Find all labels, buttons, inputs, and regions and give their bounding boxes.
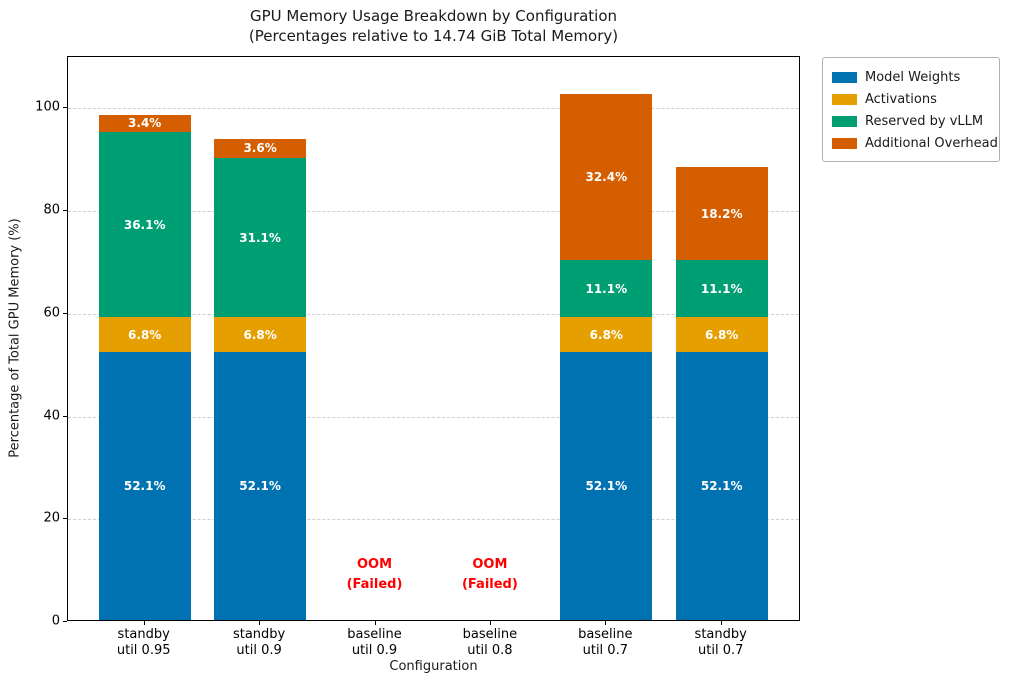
grid-line — [68, 416, 799, 418]
y-tick-label: 80 — [43, 202, 60, 218]
bar-segment: 6.8% — [675, 317, 768, 353]
x-tick-label-line: baseline — [347, 627, 402, 642]
x-tick-label: baseline util 0.7 — [545, 627, 665, 659]
x-tick-mark — [489, 621, 491, 625]
y-tick-label: 60 — [43, 305, 60, 321]
legend: Model Weights Activations Reserved by vLLM… — [822, 57, 1000, 162]
y-tick-mark — [63, 518, 67, 520]
bar-segment: 6.8% — [560, 317, 653, 353]
legend-swatch — [832, 71, 857, 83]
bar-segment-label: 11.1% — [700, 281, 743, 296]
x-tick-label-line: util 0.7 — [582, 643, 628, 658]
legend-label: Additional Overhead — [865, 135, 998, 151]
chart-subtitle: (Percentages relative to 14.74 GiB Total… — [248, 27, 619, 45]
bar-segment-label: 3.4% — [128, 116, 162, 131]
bar-segment: 6.8% — [98, 317, 191, 353]
bar-segment: 52.1% — [98, 352, 191, 620]
y-tick-mark — [63, 107, 67, 109]
legend-item: Model Weights — [832, 66, 990, 88]
x-tick-mark — [374, 621, 376, 625]
x-tick-label-line: standby — [694, 627, 747, 642]
x-tick-label: baseline util 0.9 — [315, 627, 435, 659]
bar-segment-label: 3.6% — [243, 141, 277, 156]
legend-swatch — [832, 93, 857, 105]
x-tick-label-line: util 0.7 — [698, 643, 744, 658]
grid-line — [68, 313, 799, 315]
legend-swatch — [832, 137, 857, 149]
oom-annotation-line: OOM — [356, 556, 393, 572]
x-tick-label: standby util 0.95 — [84, 627, 204, 659]
x-axis-label: Configuration — [389, 659, 478, 674]
bar-segment-label: 52.1% — [585, 479, 628, 494]
bar-segment-label: 6.8% — [589, 327, 623, 342]
x-tick-label-line: standby — [232, 627, 286, 642]
oom-annotation-line: OOM — [472, 556, 508, 572]
grid-line — [68, 211, 799, 213]
bar-segment: 32.4% — [560, 94, 653, 261]
x-tick-mark — [720, 621, 722, 625]
bar-segment: 3.6% — [214, 139, 307, 158]
oom-annotation-line: (Failed) — [346, 576, 403, 592]
oom-annotation: OOM (Failed) — [420, 555, 560, 595]
bar-segment: 11.1% — [675, 260, 768, 318]
chart-title: GPU Memory Usage Breakdown by Configurat… — [249, 7, 618, 25]
bar-segment: 52.1% — [675, 352, 768, 620]
y-tick-label: 0 — [51, 613, 60, 629]
bar-segment-label: 32.4% — [585, 170, 628, 185]
bar-segment-label: 52.1% — [700, 479, 743, 494]
bar-segment-label: 6.8% — [243, 327, 277, 342]
plot-area: 52.1% 6.8% 36.1% 3.4% 52.1% 6.8% 31.1% 3.6% 52.1… — [67, 56, 800, 621]
bar-segment: 52.1% — [560, 352, 653, 620]
bar-segment: 11.1% — [560, 260, 653, 318]
bar-segment-label: 52.1% — [123, 479, 166, 494]
x-tick-label-line: util 0.95 — [116, 643, 171, 658]
x-tick-label-line: baseline — [578, 627, 633, 642]
y-tick-mark — [63, 621, 67, 622]
bar-segment-label: 6.8% — [705, 327, 739, 342]
y-tick-mark — [63, 312, 67, 314]
x-tick-mark — [259, 621, 261, 625]
legend-swatch — [832, 115, 857, 127]
bar-segment-label: 36.1% — [123, 217, 166, 232]
y-tick-mark — [63, 210, 67, 212]
x-tick-label-line: util 0.8 — [467, 643, 513, 658]
x-tick-label-line: util 0.9 — [351, 643, 398, 658]
x-tick-label-line: baseline — [462, 627, 518, 642]
x-tick-label-line: standby — [117, 627, 170, 642]
legend-label: Activations — [865, 91, 937, 107]
x-tick-label-line: util 0.9 — [236, 643, 282, 658]
bar-segment: 31.1% — [214, 157, 307, 318]
x-tick-mark — [605, 621, 607, 625]
bar-segment: 36.1% — [98, 132, 191, 318]
x-tick-label: standby util 0.9 — [199, 627, 319, 659]
oom-annotation: OOM (Failed) — [305, 555, 445, 595]
oom-annotation-line: (Failed) — [461, 576, 518, 592]
bar-segment-label: 11.1% — [585, 281, 628, 296]
x-tick-label: baseline util 0.8 — [430, 627, 550, 659]
y-tick-label: 100 — [35, 99, 60, 115]
y-tick-label: 20 — [43, 510, 60, 526]
y-tick-mark — [63, 415, 67, 417]
bar-segment: 18.2% — [675, 167, 768, 261]
bar-segment-label: 52.1% — [239, 479, 281, 494]
legend-item: Reserved by vLLM — [832, 110, 990, 132]
x-tick-label: standby util 0.7 — [661, 627, 781, 659]
bar-segment: 6.8% — [214, 317, 307, 353]
legend-item: Activations — [832, 88, 990, 110]
bar-segment-label: 6.8% — [128, 327, 162, 342]
legend-label: Reserved by vLLM — [865, 113, 984, 129]
bar-segment: 52.1% — [214, 352, 307, 620]
chart-title-block: GPU Memory Usage Breakdown by Configurat… — [67, 6, 800, 46]
grid-line — [68, 108, 799, 110]
bar-segment-label: 18.2% — [700, 206, 743, 221]
legend-item: Additional Overhead — [832, 132, 998, 154]
bar-segment: 3.4% — [98, 114, 191, 133]
x-tick-mark — [143, 621, 145, 625]
grid-line — [68, 519, 799, 521]
legend-label: Model Weights — [865, 69, 961, 85]
y-tick-label: 40 — [43, 408, 60, 424]
bar-segment-label: 31.1% — [239, 230, 281, 245]
